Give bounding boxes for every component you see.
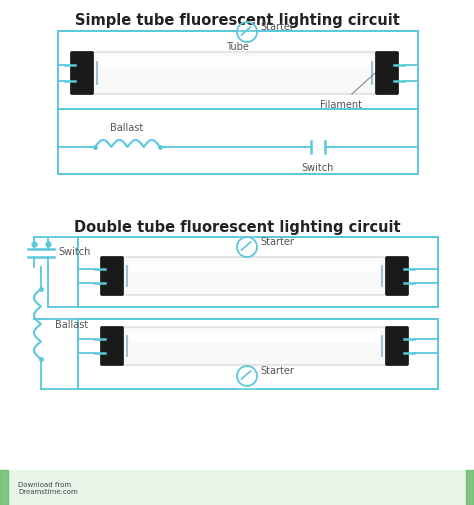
Bar: [58, 110, 418, 175]
FancyBboxPatch shape: [89, 53, 380, 95]
Bar: [78, 319, 438, 389]
Text: Tube: Tube: [226, 42, 248, 52]
FancyBboxPatch shape: [375, 53, 399, 95]
FancyBboxPatch shape: [385, 327, 409, 366]
FancyBboxPatch shape: [119, 258, 390, 295]
FancyBboxPatch shape: [385, 257, 409, 296]
Bar: [58, 32, 418, 110]
FancyBboxPatch shape: [129, 331, 380, 343]
FancyBboxPatch shape: [100, 327, 124, 366]
Text: Starter: Starter: [260, 236, 294, 246]
Bar: [78, 237, 438, 308]
Text: Switch: Switch: [302, 163, 334, 173]
Text: Ballast: Ballast: [110, 123, 144, 133]
Text: Switch: Switch: [58, 246, 91, 257]
FancyBboxPatch shape: [71, 53, 93, 95]
Text: Filament: Filament: [320, 74, 375, 110]
Text: Ballast: Ballast: [55, 319, 88, 329]
FancyBboxPatch shape: [129, 262, 380, 273]
Text: Starter: Starter: [260, 22, 294, 32]
Text: Double tube fluorescent lighting circuit: Double tube fluorescent lighting circuit: [73, 220, 401, 234]
Text: Download from
Dreamstime.com: Download from Dreamstime.com: [18, 482, 78, 494]
Text: Starter: Starter: [260, 365, 294, 375]
FancyBboxPatch shape: [119, 327, 390, 365]
FancyBboxPatch shape: [99, 57, 370, 70]
Text: Simple tube fluorescent lighting circuit: Simple tube fluorescent lighting circuit: [74, 13, 400, 28]
FancyBboxPatch shape: [100, 257, 124, 296]
